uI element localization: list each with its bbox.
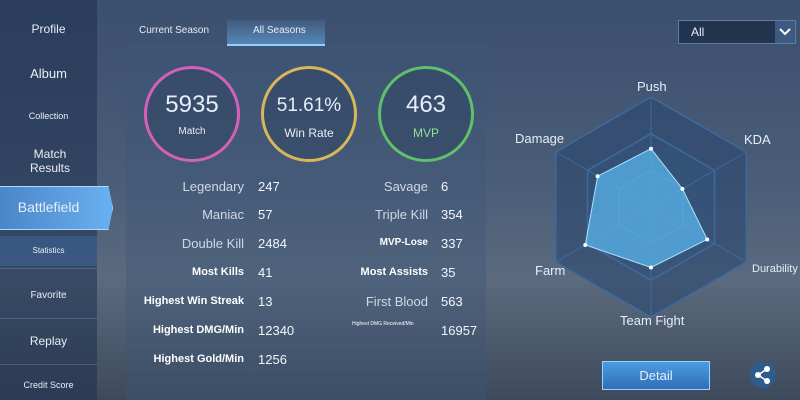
summary-label: MVP [412, 126, 439, 140]
stat-value: 1256 [258, 352, 287, 367]
stat-value: 563 [441, 294, 463, 309]
nav-item[interactable]: Credit Score [23, 380, 74, 390]
stat-label: Savage [383, 179, 428, 194]
dropdown-value: All [691, 25, 705, 39]
summary-label: Win Rate [284, 126, 334, 140]
share-icon [755, 366, 770, 384]
detail-button[interactable]: Detail [602, 361, 710, 390]
nav-item[interactable]: Album [30, 66, 67, 81]
stat-label: MVP-Lose [379, 237, 428, 248]
stat-label: Maniac [202, 207, 244, 222]
stat-value: 354 [441, 207, 463, 222]
radar-axis-label: Damage [515, 131, 565, 146]
stat-value: 2484 [258, 236, 287, 251]
stat-value: 337 [441, 236, 463, 251]
radar-point [583, 242, 588, 247]
nav-selected[interactable] [0, 186, 113, 230]
stat-label: Highest DMG Received/Min [352, 321, 414, 327]
dropdown-arrow[interactable] [775, 21, 795, 43]
summary-circle: 5935 Match [144, 66, 240, 162]
radar-point [649, 265, 653, 270]
radar-point [705, 237, 710, 242]
stat-value: 35 [441, 265, 456, 280]
separator [0, 364, 97, 365]
stat-value: 247 [258, 179, 280, 194]
stat-label: Highest DMG/Min [152, 324, 244, 336]
tab[interactable]: All Seasons [253, 25, 306, 36]
radar-axis-label: Farm [535, 263, 566, 278]
separator [0, 268, 97, 269]
stat-label: Most Assists [360, 266, 428, 278]
stat-value: 57 [258, 207, 273, 222]
radar-axis-label: Durability [752, 263, 798, 275]
radar-point [680, 186, 685, 191]
stat-label: Most Kills [192, 266, 244, 278]
nav-item[interactable]: Collection [28, 111, 69, 121]
stat-label: Highest Win Streak [143, 295, 244, 307]
radar-axis-label: Team Fight [620, 313, 685, 328]
separator [0, 318, 97, 319]
stat-label: Highest Gold/Min [153, 353, 244, 365]
dropdown[interactable]: All [678, 20, 796, 44]
summary-circle: 51.61% Win Rate [261, 66, 357, 162]
nav-item[interactable]: Replay [29, 334, 68, 348]
stat-label: First Blood [365, 294, 428, 309]
stat-value: 6 [441, 179, 449, 194]
nav-sub-item[interactable]: Statistics [32, 246, 65, 255]
arrow-icon [779, 28, 791, 36]
share-button[interactable] [750, 362, 776, 388]
radar-axis-label: KDA [744, 132, 771, 147]
stat-value: 41 [258, 265, 273, 280]
tab[interactable]: Current Season [139, 25, 210, 36]
stat-label: Triple Kill [375, 207, 428, 222]
summary-value: 463 [405, 91, 447, 118]
stat-value: 13 [258, 294, 273, 309]
radar-point [649, 146, 653, 151]
summary-label: Match [178, 126, 206, 137]
summary-circle: 463 MVP [378, 66, 474, 162]
radar-point [595, 174, 600, 179]
nav-item[interactable]: Match Results [29, 147, 70, 175]
nav-item[interactable]: Battlefield [17, 199, 80, 215]
stat-label: Double Kill [181, 236, 244, 251]
nav-item[interactable]: Favorite [30, 290, 67, 301]
summary-value: 51.61% [276, 95, 342, 116]
sidebar: Profile Album Collection Match Results B… [0, 0, 113, 400]
stat-label: Legendary [182, 179, 244, 194]
nav-item[interactable]: Profile [31, 22, 66, 36]
summary-value: 5935 [165, 91, 219, 118]
radar-axis-label: Push [637, 79, 667, 94]
stat-value: 12340 [258, 323, 295, 338]
tab-active[interactable] [227, 20, 325, 46]
stat-value: 16957 [441, 323, 478, 338]
nav-sub-selected[interactable] [0, 236, 97, 266]
